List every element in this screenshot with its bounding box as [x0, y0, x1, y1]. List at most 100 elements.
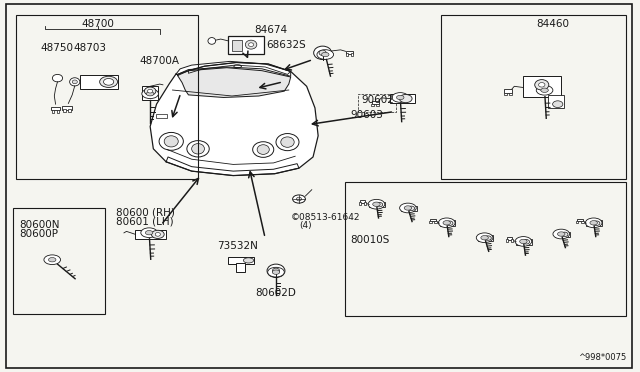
Bar: [577, 219, 582, 221]
Ellipse shape: [245, 40, 257, 49]
Ellipse shape: [104, 78, 114, 85]
Circle shape: [268, 267, 284, 277]
Ellipse shape: [593, 221, 600, 225]
Bar: [371, 101, 378, 104]
Bar: [351, 53, 353, 56]
Ellipse shape: [484, 236, 492, 240]
Bar: [504, 93, 507, 95]
Text: ^998*0075: ^998*0075: [578, 353, 627, 362]
Bar: [359, 202, 362, 205]
Ellipse shape: [164, 136, 179, 147]
Bar: [441, 15, 626, 179]
Text: 80010S: 80010S: [350, 235, 390, 245]
Ellipse shape: [399, 94, 412, 103]
Ellipse shape: [314, 46, 332, 60]
Bar: [346, 51, 353, 54]
Ellipse shape: [539, 83, 545, 87]
Bar: [376, 104, 379, 106]
Text: 90603: 90603: [350, 110, 383, 120]
Ellipse shape: [552, 101, 563, 108]
Circle shape: [557, 232, 565, 236]
Ellipse shape: [257, 145, 269, 154]
Circle shape: [145, 231, 153, 235]
Ellipse shape: [156, 232, 161, 236]
Ellipse shape: [273, 268, 280, 273]
Circle shape: [399, 203, 416, 213]
Circle shape: [476, 233, 493, 243]
Bar: [429, 221, 431, 223]
Ellipse shape: [208, 38, 216, 44]
Bar: [228, 36, 264, 54]
Text: 80601 (LH): 80601 (LH): [116, 217, 174, 226]
Circle shape: [368, 199, 385, 209]
Ellipse shape: [408, 206, 415, 211]
Ellipse shape: [145, 87, 156, 95]
Circle shape: [272, 270, 280, 274]
Text: 68632S: 68632S: [266, 40, 306, 49]
Text: 80600 (RH): 80600 (RH): [116, 207, 175, 217]
Circle shape: [49, 257, 56, 262]
Ellipse shape: [148, 89, 153, 93]
Bar: [401, 205, 417, 211]
Text: 73532N: 73532N: [217, 241, 258, 250]
Bar: [68, 109, 71, 112]
Circle shape: [147, 92, 154, 96]
Bar: [586, 220, 602, 226]
Ellipse shape: [72, 80, 77, 84]
Bar: [511, 240, 513, 242]
Polygon shape: [178, 68, 291, 97]
Ellipse shape: [276, 134, 299, 151]
Text: 48703: 48703: [74, 44, 106, 53]
Ellipse shape: [523, 240, 530, 244]
Bar: [16, 15, 198, 179]
Circle shape: [515, 237, 532, 246]
Ellipse shape: [253, 142, 274, 157]
Bar: [554, 231, 570, 237]
Circle shape: [372, 202, 380, 206]
Bar: [364, 202, 366, 205]
Circle shape: [141, 228, 157, 238]
Circle shape: [553, 229, 570, 239]
Ellipse shape: [52, 74, 63, 82]
Bar: [360, 200, 365, 202]
Text: (4): (4): [299, 221, 312, 230]
Circle shape: [44, 255, 61, 264]
Ellipse shape: [267, 264, 285, 278]
Polygon shape: [176, 61, 291, 76]
Circle shape: [541, 88, 548, 92]
Polygon shape: [148, 91, 156, 97]
Text: 48700: 48700: [81, 19, 114, 29]
Bar: [136, 230, 166, 239]
Bar: [358, 94, 396, 112]
Bar: [509, 93, 512, 95]
Bar: [13, 208, 106, 314]
Bar: [63, 109, 66, 112]
Circle shape: [392, 93, 408, 102]
Bar: [228, 257, 253, 264]
Bar: [80, 75, 118, 89]
Polygon shape: [166, 157, 299, 176]
Circle shape: [404, 206, 412, 210]
Circle shape: [321, 52, 329, 57]
Bar: [346, 53, 348, 56]
Bar: [232, 40, 242, 51]
Ellipse shape: [535, 80, 548, 90]
Ellipse shape: [100, 76, 118, 87]
Bar: [57, 110, 60, 112]
Circle shape: [443, 221, 451, 225]
Ellipse shape: [446, 221, 453, 225]
Circle shape: [520, 239, 527, 244]
Bar: [504, 89, 512, 93]
Bar: [440, 220, 455, 226]
Ellipse shape: [152, 230, 164, 238]
Ellipse shape: [319, 50, 326, 55]
Bar: [390, 94, 415, 103]
Ellipse shape: [159, 132, 183, 150]
Text: 84674: 84674: [254, 25, 287, 35]
Bar: [51, 107, 60, 110]
Text: 48700A: 48700A: [140, 57, 179, 66]
Text: 84460: 84460: [537, 19, 570, 29]
Circle shape: [586, 218, 602, 228]
Bar: [345, 182, 626, 316]
Bar: [434, 221, 436, 223]
